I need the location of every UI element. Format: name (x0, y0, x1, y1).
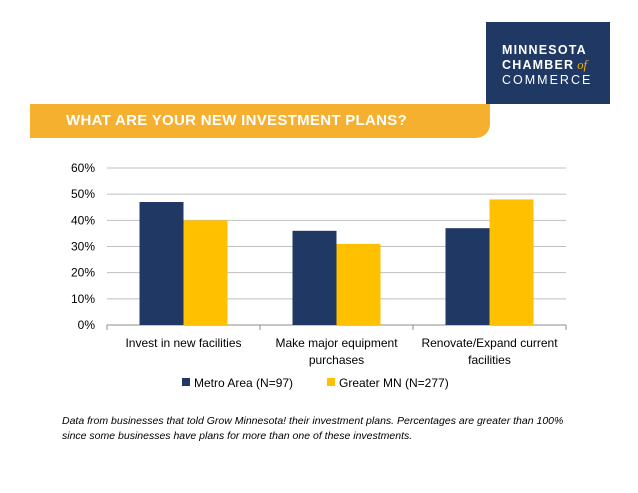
x-category-label: Invest in new facilities (125, 336, 241, 350)
bar-greater-0 (183, 220, 228, 325)
bar-metro-0 (139, 202, 184, 325)
legend-swatch-1 (327, 378, 335, 386)
legend-label: Greater MN (N=277) (339, 376, 449, 390)
title-banner: WHAT ARE YOUR NEW INVESTMENT PLANS? (30, 104, 490, 138)
x-category-label: purchases (309, 353, 364, 367)
x-category-label: Renovate/Expand current (421, 336, 558, 350)
bar-metro-2 (445, 228, 490, 325)
x-category-label: facilities (468, 353, 511, 367)
y-tick-label: 40% (71, 213, 95, 227)
logo-line-chamber: CHAMBER of (502, 58, 587, 72)
y-tick-label: 30% (71, 240, 95, 254)
legend-label: Metro Area (N=97) (194, 376, 293, 390)
minnesota-chamber-logo: MINNESOTA CHAMBER of COMMERCE (486, 22, 610, 104)
footnote: Data from businesses that told Grow Minn… (62, 415, 564, 442)
y-tick-label: 0% (78, 318, 96, 332)
logo-line-minnesota: MINNESOTA (502, 43, 587, 57)
logo-chamber-word: CHAMBER (502, 58, 575, 72)
legend-swatch-0 (182, 378, 190, 386)
y-tick-label: 10% (71, 292, 95, 306)
bar-greater-1 (336, 243, 381, 325)
logo-line-commerce: COMMERCE (502, 73, 593, 87)
y-tick-label: 50% (71, 187, 95, 201)
bar-greater-2 (489, 199, 534, 325)
page-title: WHAT ARE YOUR NEW INVESTMENT PLANS? (66, 112, 408, 129)
bar-metro-1 (292, 230, 337, 325)
y-tick-label: 60% (71, 161, 95, 175)
y-tick-label: 20% (71, 266, 95, 280)
x-category-label: Make major equipment (275, 336, 398, 350)
logo-of-word: of (577, 58, 588, 72)
